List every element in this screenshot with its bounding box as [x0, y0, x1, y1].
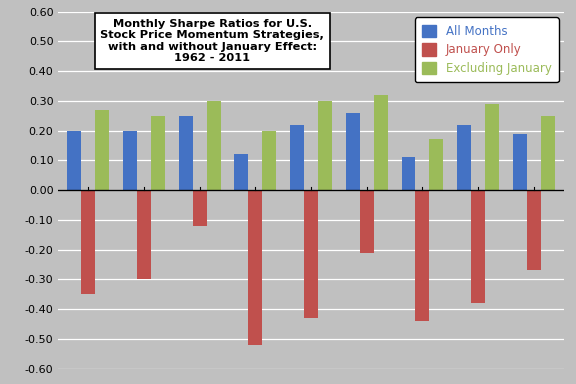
- Bar: [248, 190, 262, 345]
- Bar: [360, 190, 374, 253]
- Bar: [457, 124, 471, 190]
- Text: 5: 5: [306, 200, 316, 214]
- Bar: [527, 190, 541, 270]
- Bar: [81, 190, 95, 294]
- Text: 4: 4: [251, 200, 260, 214]
- Bar: [415, 190, 429, 321]
- Bar: [304, 190, 318, 318]
- Text: Monthly Sharpe Ratios for U.S.
Stock Price Momentum Strategies,
with and without: Monthly Sharpe Ratios for U.S. Stock Pri…: [100, 19, 324, 63]
- Bar: [67, 131, 81, 190]
- Bar: [541, 116, 555, 190]
- Text: 1: 1: [84, 200, 93, 214]
- Bar: [234, 154, 248, 190]
- Bar: [346, 113, 360, 190]
- Bar: [137, 190, 151, 280]
- Text: 9: 9: [529, 200, 538, 214]
- Bar: [374, 95, 388, 190]
- Bar: [471, 190, 485, 303]
- Legend: All Months, January Only, Excluding January: All Months, January Only, Excluding Janu…: [415, 17, 559, 83]
- Text: 6: 6: [362, 200, 371, 214]
- Bar: [151, 116, 165, 190]
- Text: 3: 3: [195, 200, 204, 214]
- Bar: [513, 134, 527, 190]
- Bar: [193, 190, 207, 226]
- Bar: [318, 101, 332, 190]
- Bar: [262, 131, 276, 190]
- Bar: [95, 110, 109, 190]
- Text: 7: 7: [418, 200, 427, 214]
- Bar: [290, 124, 304, 190]
- Text: 2: 2: [139, 200, 148, 214]
- Bar: [401, 157, 415, 190]
- Text: 8: 8: [474, 200, 483, 214]
- Bar: [179, 116, 193, 190]
- Bar: [207, 101, 221, 190]
- Bar: [429, 139, 444, 190]
- Bar: [123, 131, 137, 190]
- Bar: [485, 104, 499, 190]
